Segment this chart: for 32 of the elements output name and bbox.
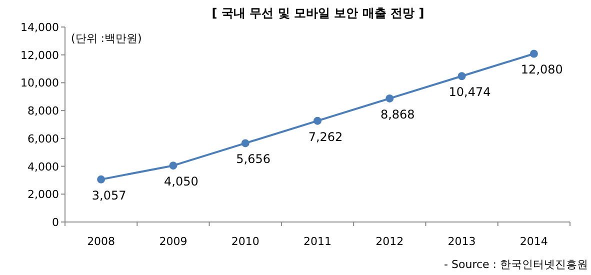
point: [169, 162, 178, 170]
y-tick-label: 12,000: [20, 48, 59, 62]
point: [241, 139, 250, 148]
text: - Source : 한국인터넷진흥원: [444, 258, 588, 271]
annotation: (단위 :백만원): [71, 32, 142, 45]
x-tick-label: 2014: [520, 235, 548, 248]
data-label: 3,057: [92, 188, 126, 202]
y-tick-label: 2,000: [28, 188, 59, 202]
y-tick-label: 8,000: [28, 104, 59, 118]
point: [386, 94, 394, 102]
x-tick-label: 2012: [376, 235, 404, 248]
data-label: 12,080: [520, 62, 563, 77]
data-label: 7,262: [308, 130, 343, 144]
y-tick-label: 6,000: [28, 132, 59, 146]
y-tick-label: 0: [52, 216, 59, 229]
point: [458, 72, 466, 80]
point: [97, 175, 106, 184]
y-tick-label: 10,000: [20, 76, 59, 90]
x-tick-label: 2013: [448, 235, 476, 248]
data-label: 5,656: [236, 152, 271, 166]
data-label: 10,474: [448, 85, 491, 100]
y-tick-label: 14,000: [20, 21, 59, 34]
data-label: 8,868: [380, 107, 415, 122]
x-tick-label: 2008: [87, 235, 116, 248]
chart-title: [ 국내 무선 및 모바일 보안 매출 전망 ]: [212, 6, 424, 20]
x-tick-label: 2011: [304, 235, 332, 248]
y-tick-label: 4,000: [28, 160, 59, 174]
point: [314, 116, 322, 125]
point: [530, 50, 538, 58]
data-label: 4,050: [164, 174, 198, 189]
x-tick-label: 2010: [231, 235, 260, 248]
x-tick-label: 2009: [159, 235, 188, 248]
